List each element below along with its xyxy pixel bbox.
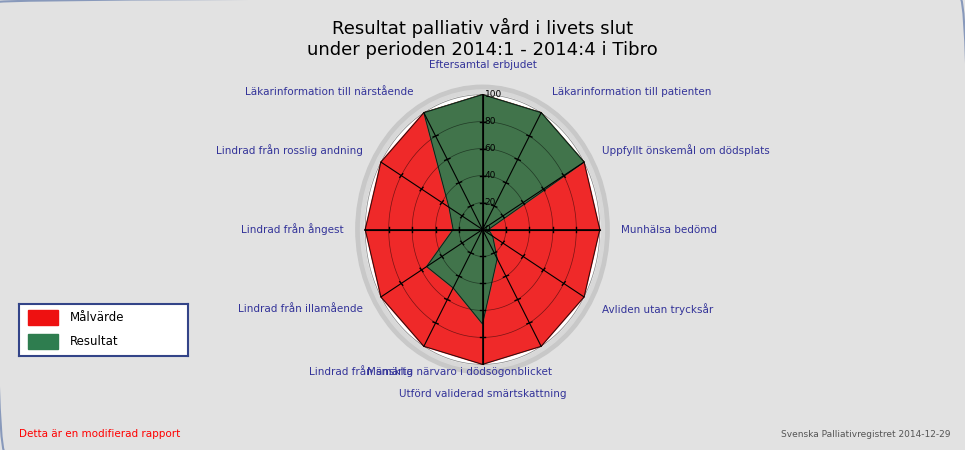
Ellipse shape [365, 94, 600, 365]
Text: Resultat: Resultat [69, 335, 119, 348]
Ellipse shape [361, 90, 604, 369]
Polygon shape [424, 94, 584, 324]
Bar [28, 310, 58, 325]
Text: Lindrad från smärta: Lindrad från smärta [310, 367, 413, 377]
Text: Läkarinformation till patienten: Läkarinformation till patienten [552, 87, 711, 97]
Ellipse shape [356, 85, 609, 374]
Text: Målvärde: Målvärde [69, 311, 124, 324]
Text: Detta är en modifierad rapport: Detta är en modifierad rapport [19, 429, 180, 439]
Text: 100: 100 [484, 90, 502, 99]
Text: 0: 0 [484, 225, 490, 234]
Text: 80: 80 [484, 117, 496, 126]
Text: Eftersamtal erbjudet: Eftersamtal erbjudet [428, 60, 537, 70]
Text: Avliden utan trycksår: Avliden utan trycksår [602, 303, 713, 315]
Text: Lindrad från ångest: Lindrad från ångest [241, 224, 345, 235]
Text: Lindrad från illamående: Lindrad från illamående [237, 304, 363, 314]
Text: Läkarinformation till närstående: Läkarinformation till närstående [245, 87, 413, 97]
Text: 60: 60 [484, 144, 496, 153]
Bar [28, 334, 58, 349]
Text: Svenska Palliativregistret 2014-12-29: Svenska Palliativregistret 2014-12-29 [781, 430, 951, 439]
Text: Lindrad från rosslig andning: Lindrad från rosslig andning [216, 144, 363, 156]
Text: 40: 40 [484, 171, 496, 180]
Text: Munhälsa bedömd: Munhälsa bedömd [620, 225, 717, 234]
Text: Mänsklig närvaro i dödsögonblicket: Mänsklig närvaro i dödsögonblicket [367, 367, 552, 377]
Text: Resultat palliativ vård i livets slut
under perioden 2014:1 - 2014:4 i Tibro: Resultat palliativ vård i livets slut un… [307, 18, 658, 59]
Text: Utförd validerad smärtskattning: Utförd validerad smärtskattning [399, 389, 566, 399]
Text: 20: 20 [484, 198, 496, 207]
Text: Uppfyllt önskemål om dödsplats: Uppfyllt önskemål om dödsplats [602, 144, 770, 156]
Polygon shape [365, 94, 600, 365]
